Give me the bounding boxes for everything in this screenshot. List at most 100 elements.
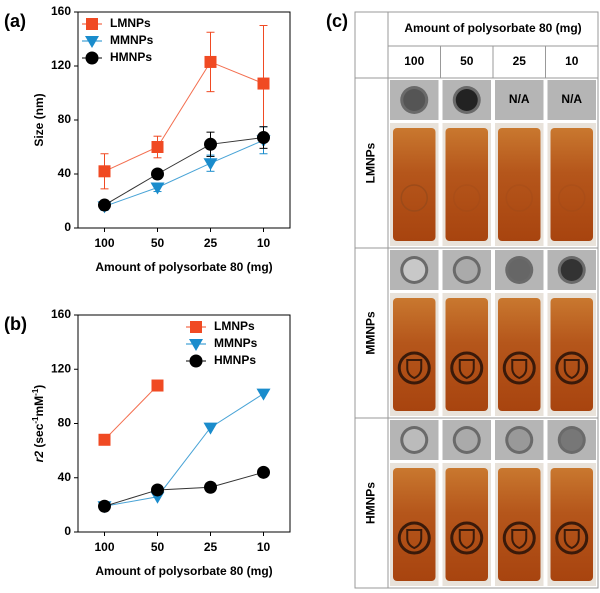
column-label: 50 xyxy=(460,54,474,68)
mri-image xyxy=(547,80,596,120)
vial-logo xyxy=(453,184,481,212)
series-line xyxy=(104,137,264,206)
x-tick-label: 100 xyxy=(94,540,114,554)
row-label: LMNPs xyxy=(364,142,378,183)
marker xyxy=(85,51,99,65)
marker xyxy=(190,321,202,333)
y-tick-label: 160 xyxy=(51,4,71,18)
mri-spot xyxy=(403,429,426,451)
y-axis-label-part: r2 xyxy=(32,451,46,463)
y-tick-label: 0 xyxy=(64,220,71,234)
series-line xyxy=(104,471,264,507)
vial-logo xyxy=(450,521,484,555)
vial-logo-shield xyxy=(563,359,580,380)
y-axis-label: Size (nm) xyxy=(32,93,46,146)
x-tick-label: 50 xyxy=(151,236,165,250)
vial-logo-shield xyxy=(458,359,475,380)
vial-logo xyxy=(502,351,536,385)
vial-logo-shield xyxy=(511,359,528,380)
x-axis-label: Amount of polysorbate 80 (mg) xyxy=(95,564,272,578)
y-tick-label: 160 xyxy=(51,307,71,321)
table-header: Amount of polysorbate 80 (mg) xyxy=(404,21,581,35)
mri-image xyxy=(495,80,544,120)
legend-label: LMNPs xyxy=(110,16,151,30)
y-tick-label: 40 xyxy=(58,166,72,180)
marker xyxy=(98,433,111,446)
marker xyxy=(98,499,111,513)
panel-label: (c) xyxy=(326,11,348,31)
vial-logo xyxy=(555,521,589,555)
marker xyxy=(151,379,164,392)
mri-spot xyxy=(455,429,478,451)
series-line xyxy=(104,139,264,207)
mri-spot xyxy=(508,259,531,281)
vial-logo-shield xyxy=(511,529,528,550)
marker xyxy=(85,36,99,48)
y-axis-label-part: -1 xyxy=(31,388,40,396)
marker xyxy=(189,354,203,368)
y-tick-label: 80 xyxy=(58,416,72,430)
marker xyxy=(203,158,218,171)
y-axis-label-part: mM xyxy=(32,396,46,417)
mri-spot xyxy=(403,259,426,281)
mri-spot xyxy=(455,89,478,111)
vial-logo-shield xyxy=(406,529,423,550)
vial-logo xyxy=(558,184,586,212)
panel-label: (a) xyxy=(4,11,26,31)
vial-logo xyxy=(397,521,431,555)
y-axis-label-part: -1 xyxy=(31,416,40,424)
x-tick-label: 100 xyxy=(94,236,114,250)
legend-label: HMNPs xyxy=(110,50,152,64)
cell-note: N/A xyxy=(509,92,530,106)
y-tick-label: 120 xyxy=(51,58,71,72)
vial-logo xyxy=(397,351,431,385)
legend-label: MMNPs xyxy=(214,336,258,350)
mri-spot xyxy=(560,259,583,281)
marker xyxy=(256,388,271,401)
legend-label: MMNPs xyxy=(110,33,154,47)
marker xyxy=(189,339,203,351)
x-tick-label: 10 xyxy=(257,236,271,250)
series-line xyxy=(104,385,158,441)
panel-label: (b) xyxy=(4,314,27,334)
plot-frame xyxy=(77,314,291,533)
marker xyxy=(151,167,164,181)
marker xyxy=(98,198,111,212)
x-tick-label: 10 xyxy=(257,540,271,554)
marker xyxy=(204,480,217,494)
vial xyxy=(498,128,541,241)
cell-note: N/A xyxy=(561,92,582,106)
legend-label: LMNPs xyxy=(214,319,255,333)
marker xyxy=(257,77,270,90)
x-axis-label: Amount of polysorbate 80 (mg) xyxy=(95,260,272,274)
column-label: 100 xyxy=(404,54,424,68)
x-tick-label: 25 xyxy=(204,236,218,250)
marker xyxy=(150,182,165,195)
marker xyxy=(98,165,111,178)
x-tick-label: 50 xyxy=(151,540,165,554)
table-frame xyxy=(354,11,599,589)
series-line xyxy=(104,393,264,507)
vial-logo-shield xyxy=(563,529,580,550)
marker xyxy=(257,131,270,145)
y-axis-label: r2 (sec-1mM-1) xyxy=(31,385,46,463)
marker xyxy=(151,141,164,153)
legend-label: HMNPs xyxy=(214,353,256,367)
vial-logo-shield xyxy=(406,359,423,380)
y-tick-label: 120 xyxy=(51,361,71,375)
series-line xyxy=(104,61,264,172)
vial-logo-shield xyxy=(458,529,475,550)
marker xyxy=(204,55,217,68)
vial-logo xyxy=(555,351,589,385)
y-tick-label: 40 xyxy=(58,470,72,484)
vial-logo xyxy=(400,184,428,212)
x-tick-label: 25 xyxy=(204,540,218,554)
marker xyxy=(204,137,217,151)
row-label: MMNPs xyxy=(364,311,378,355)
row-label: HMNPs xyxy=(364,482,378,524)
vial-logo xyxy=(505,184,533,212)
mri-spot xyxy=(455,259,478,281)
mri-spot xyxy=(560,429,583,451)
